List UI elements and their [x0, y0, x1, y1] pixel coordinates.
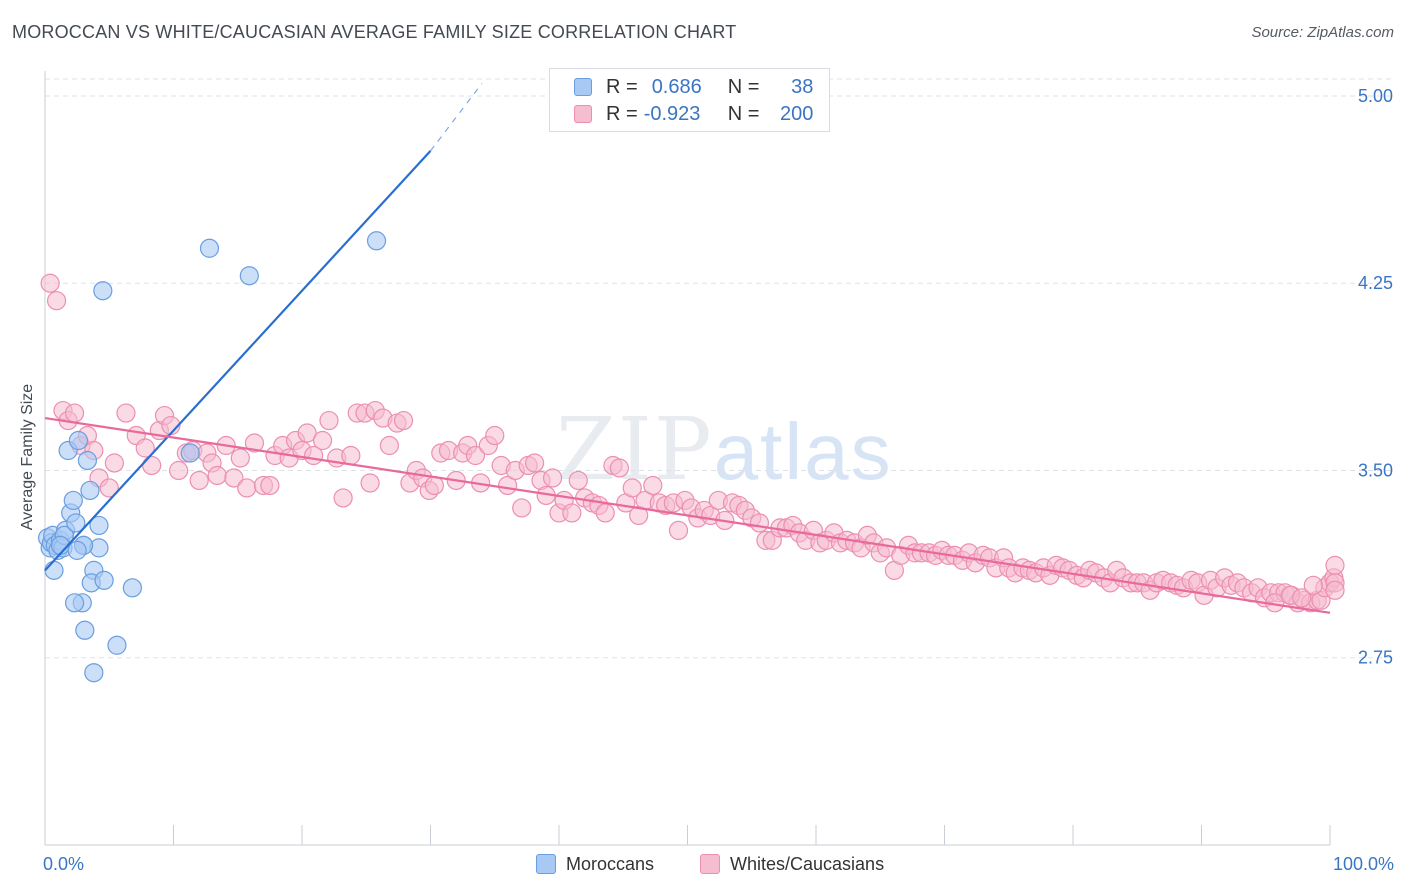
- data-point-whites: [542, 468, 563, 488]
- data-point-whites: [341, 445, 361, 466]
- legend-n-value: 38: [791, 75, 814, 98]
- y-tick-label: 4.25: [1358, 273, 1393, 293]
- data-point-whites: [207, 465, 227, 486]
- legend-box: R = 0.686 N = 38 R = -0.923 N = 200: [549, 68, 830, 132]
- legend-r-label: R =: [606, 102, 638, 125]
- data-point-whites: [668, 520, 689, 541]
- data-point-whites: [749, 513, 770, 533]
- data-point-moroccans: [80, 480, 100, 501]
- data-point-whites: [319, 410, 339, 431]
- data-point-moroccans: [75, 620, 95, 640]
- data-point-moroccans: [94, 570, 114, 590]
- legend-n-label: N =: [727, 102, 760, 125]
- data-point-whites: [498, 475, 518, 496]
- axes: [44, 71, 1331, 846]
- data-point-whites: [485, 425, 505, 446]
- data-point-whites: [333, 488, 353, 508]
- legend-r-value: 0.686: [651, 75, 702, 98]
- data-point-whites: [465, 445, 486, 466]
- x-tick-label: 100.0%: [1333, 854, 1394, 874]
- data-point-whites: [1303, 575, 1323, 595]
- data-point-moroccans: [366, 231, 387, 251]
- data-point-whites: [237, 478, 257, 498]
- data-point-whites: [622, 478, 642, 498]
- data-point-moroccans: [180, 443, 200, 463]
- trend-line-whites: [44, 416, 1331, 614]
- data-point-whites: [260, 475, 280, 496]
- data-point-moroccans: [84, 663, 104, 683]
- source-label: Source: ZipAtlas.com: [1251, 24, 1394, 41]
- tick-labels: 2.75 3.50 4.25 5.00 0.0% 100.0%: [43, 86, 1394, 874]
- data-point-whites: [312, 430, 333, 451]
- y-tick-label: 3.50: [1358, 460, 1393, 480]
- trend-line-moroccans: [44, 150, 432, 572]
- y-tick-label: 5.00: [1358, 86, 1393, 106]
- data-point-whites: [609, 458, 629, 478]
- data-point-whites: [562, 503, 582, 523]
- data-point-whites: [1325, 580, 1345, 600]
- data-point-whites: [116, 403, 136, 423]
- data-point-whites: [244, 433, 265, 453]
- watermark-atlas: atlas: [713, 407, 893, 496]
- data-point-moroccans: [239, 266, 259, 286]
- data-point-whites: [169, 460, 189, 481]
- data-point-whites: [643, 475, 663, 496]
- data-point-whites: [46, 291, 67, 311]
- bottom-legend-moroccans: Moroccans: [536, 852, 654, 876]
- data-point-whites: [99, 478, 119, 498]
- legend-r-value: -0.923: [643, 102, 701, 125]
- data-point-moroccans: [93, 281, 113, 301]
- data-point-moroccans: [77, 450, 98, 471]
- data-point-moroccans: [68, 430, 89, 451]
- data-point-whites: [379, 435, 399, 456]
- data-point-moroccans: [67, 540, 87, 560]
- data-point-whites: [424, 475, 444, 496]
- data-point-whites: [64, 403, 85, 423]
- bottom-legend-swatch-blue: [536, 854, 556, 874]
- data-point-whites: [524, 453, 545, 473]
- legend-swatch-pink: [574, 105, 592, 123]
- data-point-whites: [1325, 555, 1345, 575]
- data-point-moroccans: [89, 515, 109, 536]
- legend-row-moroccans: R = 0.686 N = 38: [574, 75, 813, 99]
- data-point-whites: [224, 468, 244, 488]
- bottom-legend-label: Moroccans: [566, 853, 655, 874]
- data-point-whites: [568, 470, 588, 491]
- data-point-moroccans: [122, 578, 142, 598]
- legend-n-value: 200: [780, 102, 814, 125]
- data-point-moroccans: [64, 593, 85, 613]
- data-point-whites: [230, 448, 250, 468]
- data-point-whites: [189, 470, 209, 491]
- chart-title: MOROCCAN VS WHITE/CAUCASIAN AVERAGE FAMI…: [12, 22, 737, 42]
- legend-swatch-blue: [574, 78, 592, 96]
- data-point-whites: [595, 503, 615, 523]
- data-point-whites: [360, 473, 380, 493]
- data-point-moroccans: [66, 513, 86, 533]
- bottom-legend-swatch-pink: [700, 854, 720, 874]
- legend-r-label: R =: [606, 75, 638, 98]
- trend-line-moroccans-extension: [430, 83, 483, 152]
- data-point-whites: [393, 410, 414, 431]
- legend-n-label: N =: [727, 75, 760, 98]
- data-point-moroccans: [199, 238, 220, 258]
- legend-row-whites: R = -0.923 N = 200: [574, 102, 813, 126]
- data-point-whites: [40, 273, 60, 293]
- trend-lines: [44, 83, 1331, 614]
- x-tick-label: 0.0%: [43, 854, 84, 874]
- data-point-moroccans: [63, 490, 83, 511]
- bottom-legend-label: Whites/Caucasians: [730, 853, 885, 874]
- bottom-legend-whites: Whites/Caucasians: [700, 852, 884, 876]
- data-point-whites: [104, 453, 124, 473]
- data-point-whites: [135, 438, 155, 458]
- data-point-whites: [1292, 588, 1312, 608]
- series-whites-caucasians: [40, 273, 1345, 613]
- data-point-whites: [142, 455, 162, 476]
- data-point-moroccans: [107, 635, 127, 655]
- data-point-whites: [512, 498, 532, 518]
- y-tick-label: 2.75: [1358, 648, 1393, 668]
- data-point-whites: [297, 423, 317, 443]
- data-point-moroccans: [44, 560, 64, 580]
